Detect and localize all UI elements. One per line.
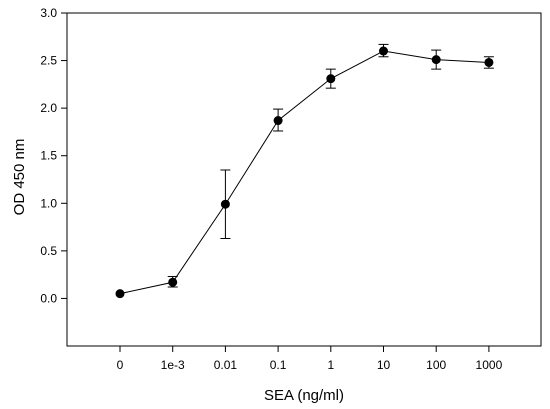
y-axis-label: OD 450 nm	[11, 139, 28, 216]
data-point	[484, 57, 494, 67]
data-point	[431, 55, 441, 65]
axes	[66, 12, 542, 347]
data-point	[326, 74, 336, 84]
series-line	[119, 50, 489, 295]
data-point	[168, 277, 178, 287]
y-tick-label: 1.0	[40, 196, 57, 210]
y-tick-label: 0.5	[40, 244, 57, 258]
data-point	[273, 116, 283, 126]
x-ticks: 0 1e-3 0.01 0.1 1 10 100 1000	[117, 346, 503, 372]
data-point	[379, 46, 388, 56]
x-tick-label: 1	[327, 358, 334, 372]
y-tick-label: 3.0	[40, 6, 57, 20]
x-tick-label: 0.01	[214, 358, 238, 372]
y-ticks: 0.0 0.5 1.0 1.5 2.0 2.5 3.0	[40, 6, 67, 305]
y-tick-label: 2.5	[40, 54, 57, 68]
x-tick-label: 10	[377, 358, 391, 372]
y-tick-label: 2.0	[40, 101, 57, 115]
data-point	[220, 199, 230, 209]
data-point	[115, 289, 125, 299]
series	[115, 43, 494, 299]
x-tick-label: 100	[426, 358, 446, 372]
y-tick-label: 1.5	[40, 149, 57, 163]
plot-frame	[66, 12, 542, 347]
x-tick-label: 0	[117, 358, 124, 372]
x-axis-label: SEA (ng/ml)	[264, 387, 344, 404]
x-tick-label: 1e-3	[161, 358, 185, 372]
x-tick-label: 0.1	[270, 358, 287, 372]
y-tick-label: 0.0	[40, 291, 57, 305]
x-tick-label: 1000	[476, 358, 503, 372]
